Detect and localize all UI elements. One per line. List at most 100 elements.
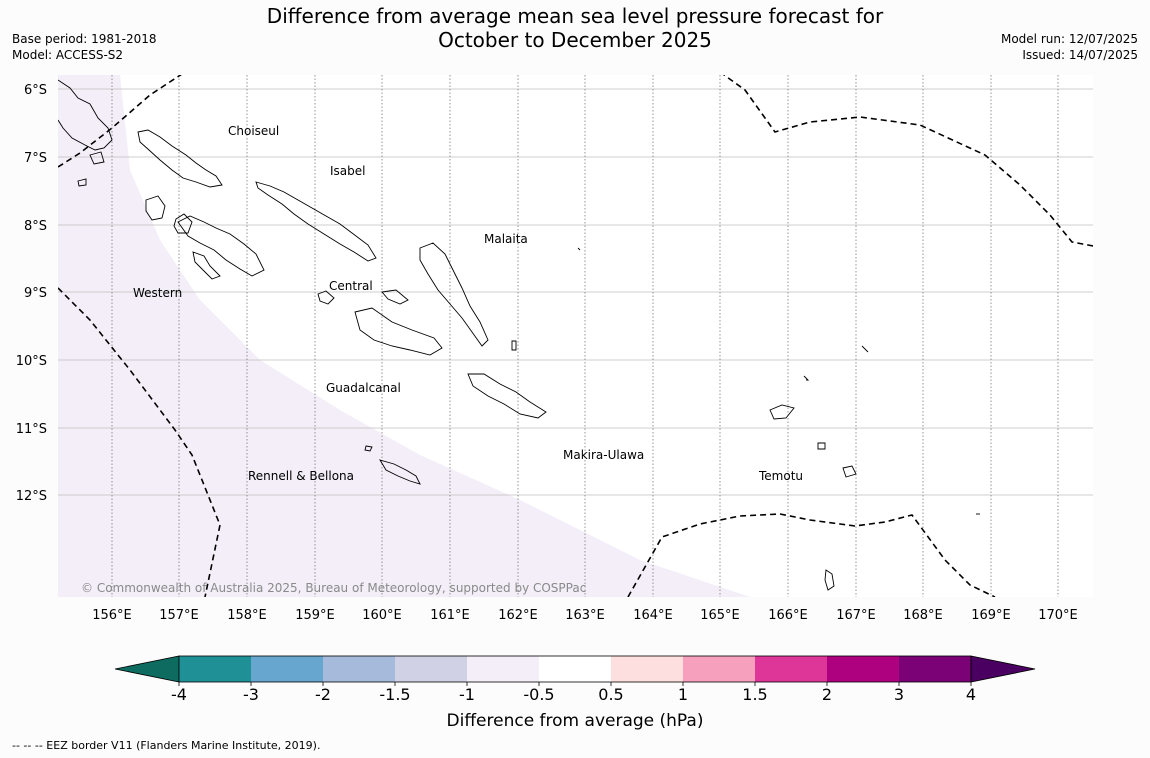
colorbar-segment xyxy=(467,656,539,682)
reef-islands xyxy=(803,375,810,381)
title-line-2: October to December 2025 xyxy=(438,28,712,52)
colorbar-extend-low xyxy=(114,655,180,683)
ulawa-island xyxy=(511,340,517,351)
lon-tick-label: 157°E xyxy=(159,608,199,623)
region-label-choiseul: Choiseul xyxy=(228,124,279,138)
utupua-island xyxy=(817,442,826,450)
bellona-island xyxy=(364,445,373,452)
colorbar-tick-label: 3 xyxy=(894,685,904,704)
lon-tick-label: 163°E xyxy=(565,608,605,623)
colorbar-tick-label: 0.5 xyxy=(598,685,623,704)
model-run: Model run: 12/07/2025 xyxy=(1000,32,1138,46)
copyright-notice: © Commonwealth of Australia 2025, Bureau… xyxy=(81,581,586,595)
lat-tick-label: 10°S xyxy=(16,354,47,369)
region-label-rennell: Rennell & Bellona xyxy=(248,469,354,483)
colorbar-segment xyxy=(395,656,467,682)
lon-tick-label: 168°E xyxy=(903,608,943,623)
region-label-temotu: Temotu xyxy=(758,469,803,483)
kolombangara-island xyxy=(173,213,193,234)
savo-island xyxy=(381,289,409,305)
region-label-makira: Makira-Ulawa xyxy=(563,448,644,462)
lon-tick-label: 167°E xyxy=(836,608,876,623)
colorbar-tick-label: -0.5 xyxy=(523,685,554,704)
lon-tick-label: 159°E xyxy=(295,608,335,623)
region-label-western: Western xyxy=(133,286,182,300)
colorbar-tick-label: 1 xyxy=(678,685,688,704)
lon-tick-label: 164°E xyxy=(633,608,673,623)
lon-gridlines xyxy=(111,75,1059,597)
vanikoro-island xyxy=(842,465,857,478)
colorbar-title: Difference from average (hPa) xyxy=(447,711,704,731)
colorbar-segment xyxy=(899,656,971,682)
colorbar-tick-label: -1 xyxy=(459,685,475,704)
lat-tick-label: 12°S xyxy=(16,489,47,504)
lon-tick-label: 169°E xyxy=(971,608,1011,623)
anomaly-shading xyxy=(58,75,750,597)
choiseul-island xyxy=(137,129,223,188)
colorbar-tick-label: -4 xyxy=(171,685,187,704)
colorbar-tick-label: -3 xyxy=(243,685,259,704)
colorbar-segment xyxy=(611,656,683,682)
lon-tick-label: 156°E xyxy=(92,608,132,623)
lat-tick-label: 11°S xyxy=(16,422,47,437)
colorbar-tick-label: 1.5 xyxy=(742,685,767,704)
region-label-malaita: Malaita xyxy=(484,232,528,246)
lat-tick-label: 8°S xyxy=(24,219,47,234)
lon-tick-label: 170°E xyxy=(1038,608,1078,623)
lat-gridlines xyxy=(58,88,1093,496)
lon-tick-label: 158°E xyxy=(227,608,267,623)
lat-tick-label: 7°S xyxy=(24,151,47,166)
lon-tick-labels: 156°E 157°E 158°E 159°E 160°E 161°E 162°… xyxy=(92,608,1078,623)
treasury-island xyxy=(77,178,87,187)
lon-tick-label: 162°E xyxy=(498,608,538,623)
region-labels: Choiseul Isabel Malaita Central Western … xyxy=(133,124,803,483)
bougainville-island xyxy=(58,79,113,151)
colorbar-outline xyxy=(178,655,972,683)
region-label-isabel: Isabel xyxy=(330,164,365,178)
isabel-island xyxy=(255,181,377,262)
duff-islands xyxy=(861,345,869,353)
colorbar-segment xyxy=(827,656,899,682)
eez-borders xyxy=(58,75,1093,597)
colorbar-segment xyxy=(683,656,755,682)
meta-right: Model run: 12/07/2025 Issued: 14/07/2025 xyxy=(1001,31,1138,63)
region-label-central: Central xyxy=(329,279,373,293)
issued-date: Issued: 14/07/2025 xyxy=(1022,48,1138,62)
colorbar-segment xyxy=(251,656,323,682)
eez-footnote: -- -- -- EEZ border V11 (Flanders Marine… xyxy=(12,739,321,752)
lat-tick-labels: 6°S 7°S 8°S 9°S 10°S 11°S 12°S xyxy=(16,83,47,504)
colorbar-tick-label: 2 xyxy=(822,685,832,704)
colorbar-tick-label: -2 xyxy=(315,685,331,704)
russell-islands xyxy=(317,290,335,305)
model-name: Model: ACCESS-S2 xyxy=(12,48,124,62)
colorbar-tick-label: -1.5 xyxy=(379,685,410,704)
vella-lavella-island xyxy=(145,195,166,221)
santa-cruz-island xyxy=(769,404,795,420)
title-line-1: Difference from average mean sea level p… xyxy=(266,4,884,28)
lat-tick-label: 9°S xyxy=(24,286,47,301)
lon-tick-label: 166°E xyxy=(768,608,808,623)
colorbar-segment xyxy=(323,656,395,682)
meta-left: Base period: 1981-2018 Model: ACCESS-S2 xyxy=(12,31,157,63)
colorbar: -4 -3 -2 -1.5 -1 -0.5 0.5 1 1.5 2 3 4 Di… xyxy=(114,655,1036,731)
anuta-island xyxy=(824,569,835,591)
sikaiana-island xyxy=(577,247,581,251)
lon-tick-label: 161°E xyxy=(430,608,470,623)
colorbar-segment xyxy=(755,656,827,682)
colorbar-segment xyxy=(539,656,611,682)
colorbar-tick-label: 4 xyxy=(966,685,976,704)
shortland-island xyxy=(89,151,105,165)
base-period: Base period: 1981-2018 xyxy=(12,32,157,46)
lon-tick-label: 160°E xyxy=(362,608,402,623)
guadalcanal-island xyxy=(467,373,547,419)
colorbar-segment xyxy=(179,656,251,682)
chart-title: Difference from average mean sea level p… xyxy=(0,4,1150,52)
colorbar-extend-high xyxy=(970,655,1036,683)
region-label-guadalcanal: Guadalcanal xyxy=(326,381,401,395)
rennell-island xyxy=(379,459,421,485)
lon-tick-label: 165°E xyxy=(700,608,740,623)
malaita-island xyxy=(419,242,489,347)
islands xyxy=(58,79,980,591)
lat-tick-label: 6°S xyxy=(24,83,47,98)
